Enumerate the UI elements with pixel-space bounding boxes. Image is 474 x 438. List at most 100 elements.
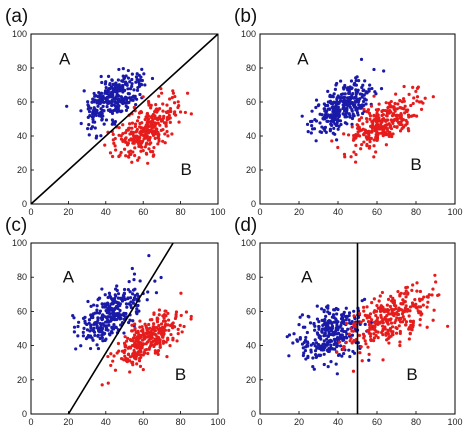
point-b-c — [184, 310, 189, 314]
point-a-a — [86, 115, 90, 119]
point-b-b — [364, 129, 368, 133]
point-b-a — [121, 123, 125, 127]
x-tick-label-d: 80 — [411, 417, 421, 427]
point-a-c — [88, 346, 93, 351]
point-b-b — [412, 96, 416, 100]
point-a-c — [107, 320, 111, 324]
point-b-b — [401, 97, 406, 101]
point-b-d — [368, 312, 373, 316]
y-tick-label-a: 60 — [17, 97, 27, 107]
point-b-d — [407, 337, 411, 341]
point-a-b — [362, 88, 366, 92]
point-a-a — [121, 67, 125, 71]
point-b-c — [166, 318, 171, 322]
point-a-d — [360, 299, 364, 303]
point-a-b — [356, 106, 361, 110]
point-b-d — [431, 287, 435, 291]
point-b-b — [399, 106, 403, 110]
point-b-d — [383, 325, 387, 329]
point-b-c — [138, 347, 142, 351]
point-a-d — [326, 304, 330, 308]
point-b-a — [161, 139, 165, 143]
point-b-b — [391, 132, 395, 136]
point-a-a — [113, 90, 117, 94]
point-a-b — [343, 92, 347, 96]
point-b-a — [146, 99, 151, 104]
point-a-c — [145, 298, 149, 302]
point-b-c — [178, 323, 182, 327]
point-a-b — [344, 112, 348, 116]
point-b-a — [146, 161, 150, 165]
point-b-a — [110, 154, 115, 159]
point-a-d — [345, 314, 349, 318]
point-b-c — [128, 345, 132, 349]
panel-c: (c) 0 20 40 60 80 100 0 20 40 60 80 100 A B — [5, 215, 226, 427]
point-a-a — [93, 126, 97, 130]
y-tick-label-a: 80 — [17, 63, 27, 73]
point-b-d — [384, 331, 388, 335]
point-a-a — [135, 88, 140, 92]
point-b-c — [123, 335, 127, 339]
point-a-d — [326, 342, 330, 346]
point-b-b — [369, 104, 374, 108]
point-b-d — [359, 320, 363, 324]
point-a-b — [330, 123, 334, 127]
point-a-c — [159, 275, 163, 280]
point-b-c — [170, 322, 174, 326]
point-a-b — [341, 112, 345, 116]
point-a-c — [89, 326, 93, 330]
point-a-d — [352, 309, 356, 313]
point-b-b — [365, 142, 369, 147]
point-a-d — [336, 325, 341, 329]
point-b-d — [392, 313, 396, 318]
point-b-d — [381, 321, 385, 325]
point-a-a — [106, 89, 110, 93]
point-b-c — [125, 339, 129, 343]
point-b-d — [347, 332, 351, 336]
point-a-c — [89, 323, 93, 327]
point-a-c — [132, 272, 137, 276]
point-b-a — [165, 110, 169, 115]
x-tick-label-a: 100 — [210, 207, 225, 217]
point-b-d — [376, 306, 380, 310]
point-b-d — [398, 340, 402, 344]
point-b-b — [399, 120, 403, 124]
point-a-a — [86, 100, 90, 104]
point-a-a — [90, 112, 95, 116]
point-b-d — [402, 317, 407, 321]
point-b-d — [397, 324, 401, 328]
point-a-d — [312, 321, 316, 326]
point-a-b — [361, 111, 365, 116]
y-tick-label-c: 60 — [17, 306, 27, 316]
point-a-d — [336, 331, 341, 335]
point-a-c — [85, 328, 90, 332]
point-b-c — [126, 352, 130, 357]
point-a-c — [103, 302, 107, 306]
point-a-c — [95, 308, 99, 312]
point-b-c — [142, 351, 146, 355]
point-b-b — [387, 111, 391, 115]
point-b-a — [130, 160, 134, 164]
point-a-a — [97, 90, 101, 95]
point-a-b — [300, 114, 304, 118]
point-b-b — [393, 101, 397, 106]
point-b-b — [361, 122, 365, 126]
point-b-b — [395, 125, 399, 129]
point-a-a — [101, 104, 105, 108]
point-b-b — [368, 144, 372, 149]
point-b-a — [133, 146, 137, 150]
class-label-a-b: A — [297, 50, 309, 69]
point-b-a — [132, 136, 136, 141]
point-b-a — [140, 121, 144, 125]
point-b-a — [132, 141, 136, 145]
point-b-a — [117, 154, 121, 159]
point-b-c — [155, 320, 160, 324]
point-a-d — [312, 367, 316, 371]
point-b-b — [390, 120, 394, 124]
point-b-a — [167, 117, 171, 121]
point-b-a — [163, 132, 167, 136]
point-a-b — [332, 126, 336, 130]
point-b-b — [359, 128, 364, 132]
point-a-c — [113, 293, 117, 297]
point-a-b — [305, 122, 310, 126]
